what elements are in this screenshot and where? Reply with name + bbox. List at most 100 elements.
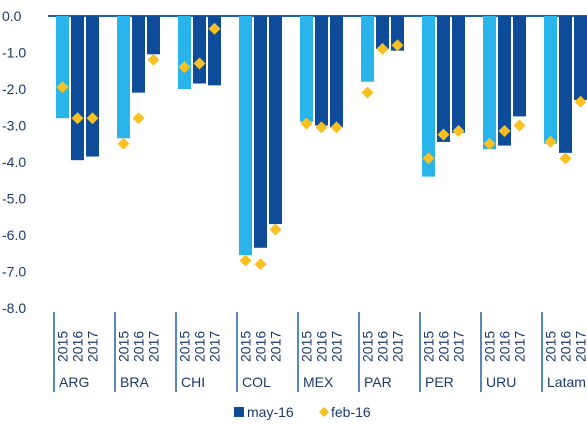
year-tick-label: 2015: [421, 331, 437, 362]
bar-chi-2016: [193, 16, 206, 84]
year-tick-label: 2017: [268, 331, 284, 362]
bar-par-2016: [376, 16, 389, 49]
year-tick-label: 2016: [192, 331, 208, 362]
marker-col-2015: [239, 254, 252, 267]
legend-swatch-may-16: [234, 407, 244, 417]
marker-series-feb-16: [56, 22, 587, 271]
marker-col-2016: [254, 258, 267, 271]
group-label: CHI: [181, 374, 205, 390]
legend-swatch-feb-16: [319, 407, 329, 417]
marker-per-2015: [422, 152, 435, 165]
group-label: PAR: [364, 374, 392, 390]
bar-chi-2015: [178, 16, 191, 89]
y-tick-label: -6.0: [2, 227, 26, 243]
marker-chi-2017: [208, 22, 221, 35]
bar-arg-2017: [86, 16, 99, 157]
year-tick-label: 2016: [314, 331, 330, 362]
year-tick-label: 2016: [558, 331, 574, 362]
marker-latam-2015: [544, 135, 557, 148]
legend-label-feb-16: feb-16: [331, 404, 371, 420]
bar-uru-2016: [498, 16, 511, 146]
bar-mex-2015: [300, 16, 313, 122]
marker-mex-2015: [300, 117, 313, 130]
bar-arg-2015: [56, 16, 69, 119]
year-tick-label: 2017: [207, 331, 223, 362]
marker-bra-2016: [132, 112, 145, 125]
marker-arg-2016: [71, 112, 84, 125]
marker-chi-2015: [178, 61, 191, 74]
year-tick-label: 2016: [131, 331, 147, 362]
year-tick-label: 2015: [116, 331, 132, 362]
year-tick-label: 2015: [360, 331, 376, 362]
marker-arg-2015: [56, 81, 69, 94]
marker-mex-2016: [315, 121, 328, 134]
year-tick-label: 2017: [329, 331, 345, 362]
marker-per-2017: [452, 124, 465, 137]
y-tick-label: -2.0: [2, 81, 26, 97]
marker-col-2017: [269, 223, 282, 236]
year-tick-label: 2015: [238, 331, 254, 362]
year-tick-label: 2016: [375, 331, 391, 362]
bar-bra-2015: [117, 16, 130, 139]
year-tick-label: 2015: [177, 331, 193, 362]
bar-latam-2017: [574, 16, 587, 100]
group-label: BRA: [120, 374, 149, 390]
y-tick-label: -3.0: [2, 118, 26, 134]
year-tick-label: 2017: [146, 331, 162, 362]
marker-uru-2016: [498, 124, 511, 137]
marker-par-2016: [376, 42, 389, 55]
year-tick-label: 2016: [436, 331, 452, 362]
bar-uru-2015: [483, 16, 496, 150]
bar-bra-2016: [132, 16, 145, 93]
bar-series-may-16: [56, 16, 587, 256]
y-tick-label: -4.0: [2, 154, 26, 170]
year-tick-label: 2016: [70, 331, 86, 362]
bar-per-2017: [452, 16, 465, 133]
marker-par-2017: [391, 39, 404, 52]
marker-uru-2017: [513, 119, 526, 132]
bar-col-2017: [269, 16, 282, 225]
group-label: PER: [425, 374, 454, 390]
legend: may-16 feb-16: [234, 404, 371, 420]
bar-bra-2017: [147, 16, 160, 55]
bar-par-2017: [391, 16, 404, 51]
year-tick-label: 2017: [85, 331, 101, 362]
year-tick-label: 2016: [253, 331, 269, 362]
bar-col-2016: [254, 16, 267, 248]
bar-arg-2016: [71, 16, 84, 161]
bar-mex-2017: [330, 16, 343, 128]
marker-chi-2016: [193, 57, 206, 70]
bar-uru-2017: [513, 16, 526, 117]
year-tick-label: 2017: [451, 331, 467, 362]
group-label: Latam: [547, 374, 586, 390]
bar-par-2015: [361, 16, 374, 82]
year-tick-label: 2016: [497, 331, 513, 362]
bar-col-2015: [239, 16, 252, 256]
marker-latam-2017: [574, 95, 587, 108]
year-tick-label: 2017: [512, 331, 528, 362]
marker-per-2016: [437, 128, 450, 141]
marker-uru-2015: [483, 137, 496, 150]
year-tick-label: 2015: [55, 331, 71, 362]
marker-bra-2015: [117, 137, 130, 150]
year-tick-label: 2017: [390, 331, 406, 362]
marker-par-2015: [361, 86, 374, 99]
y-tick-label: 0.0: [2, 8, 22, 24]
group-label: COL: [242, 374, 271, 390]
year-tick-label: 2015: [299, 331, 315, 362]
y-tick-label: -8.0: [2, 300, 26, 316]
marker-mex-2017: [330, 121, 343, 134]
group-label: MEX: [303, 374, 334, 390]
y-tick-label: -5.0: [2, 191, 26, 207]
marker-arg-2017: [86, 112, 99, 125]
bar-per-2016: [437, 16, 450, 142]
bar-mex-2016: [315, 16, 328, 126]
bar-latam-2015: [544, 16, 557, 144]
marker-bra-2017: [147, 53, 160, 66]
bar-latam-2016: [559, 16, 572, 153]
year-tick-label: 2017: [573, 331, 587, 362]
year-tick-label: 2015: [482, 331, 498, 362]
bar-chi-2017: [208, 16, 221, 86]
